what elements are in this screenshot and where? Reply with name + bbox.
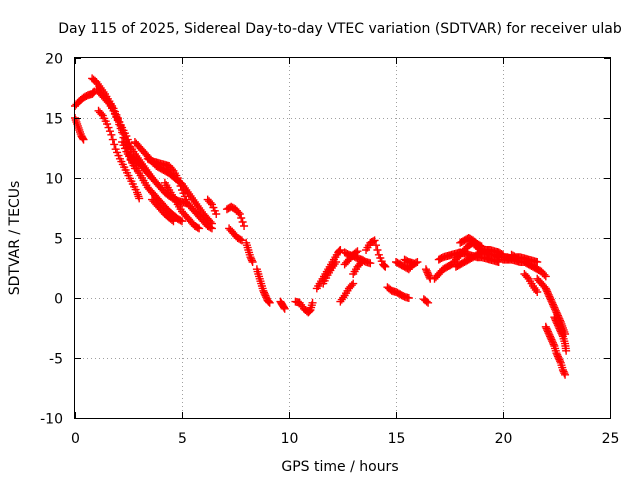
data-point [236, 235, 245, 244]
data-point [237, 236, 246, 245]
data-point [422, 297, 431, 306]
data-point [88, 89, 97, 98]
data-point [366, 259, 375, 268]
data-point [135, 194, 144, 203]
y-tick-label: 10 [45, 172, 63, 188]
data-point [558, 330, 567, 339]
data-point [494, 258, 503, 266]
data-point [97, 110, 106, 118]
y-axis-label: SDTVAR / TECUs [7, 181, 23, 296]
data-point [497, 250, 506, 258]
plot-frame [74, 57, 611, 419]
y-tick-label: -5 [49, 352, 63, 368]
data-point [123, 135, 132, 144]
data-point [404, 294, 413, 302]
x-axis-label: GPS time / hours [281, 459, 398, 475]
data-point [373, 246, 382, 254]
data-point [207, 224, 216, 233]
data-point [541, 272, 550, 281]
data-point [280, 303, 289, 312]
data-point [234, 208, 243, 217]
data-point [308, 298, 317, 307]
data-point [379, 261, 388, 270]
data-point [356, 259, 365, 268]
x-tick-label: 25 [602, 431, 620, 447]
x-tick-label: 5 [178, 431, 187, 447]
data-points [71, 74, 571, 379]
data-point [103, 120, 112, 128]
data-point [264, 297, 273, 306]
chart-title: Day 115 of 2025, Sidereal Day-to-day VTE… [58, 21, 622, 37]
data-point [237, 214, 246, 222]
data-point [206, 223, 215, 232]
data-point [334, 247, 343, 256]
data-point [238, 218, 247, 226]
data-point [178, 217, 186, 226]
data-point [280, 304, 289, 313]
data-point [413, 258, 422, 266]
data-point [175, 178, 184, 186]
y-tick-label: 0 [54, 292, 63, 308]
data-point [424, 298, 433, 307]
x-tick-label: 20 [495, 431, 513, 447]
data-point [107, 130, 116, 139]
data-point [372, 241, 381, 250]
data-point [195, 224, 204, 233]
x-tick-label: 15 [388, 431, 406, 447]
axis-ticks: 0 5 10 15 20 25 -10 -5 0 5 10 15 20 [40, 52, 619, 448]
data-point [540, 270, 549, 279]
data-point [248, 258, 257, 266]
y-tick-label: -10 [40, 412, 63, 428]
data-point [409, 259, 418, 268]
data-point [193, 223, 202, 232]
data-point [476, 241, 485, 250]
data-point [381, 262, 390, 271]
data-point [78, 134, 87, 143]
data-point [169, 217, 178, 226]
data-point [560, 369, 569, 378]
data-point [335, 246, 344, 255]
data-point [105, 127, 114, 136]
data-point [562, 346, 571, 355]
data-point [533, 288, 542, 296]
data-point [168, 216, 177, 224]
data-point [549, 340, 558, 349]
data-point [122, 132, 131, 140]
data-point [265, 298, 274, 307]
data-point [176, 182, 185, 190]
data-point [79, 135, 88, 144]
data-point [104, 123, 113, 132]
data-point [370, 236, 379, 245]
data-point [353, 247, 362, 256]
data-point [533, 258, 542, 266]
data-point [477, 242, 486, 251]
data-point [125, 139, 134, 148]
data-point [357, 258, 366, 266]
data-point [380, 262, 389, 270]
data-point [240, 222, 249, 230]
y-tick-label: 15 [45, 112, 63, 128]
data-point [349, 279, 358, 288]
data-point [332, 258, 341, 266]
data-point [173, 174, 182, 182]
data-point [247, 256, 256, 265]
data-point [108, 135, 117, 144]
data-point [206, 198, 215, 207]
x-tick-label: 10 [281, 431, 299, 447]
data-point [347, 281, 356, 290]
data-point [265, 298, 274, 306]
data-point [176, 216, 185, 225]
data-point [556, 357, 565, 366]
data-point [352, 248, 361, 257]
data-point [212, 210, 221, 218]
data-point [561, 370, 570, 379]
data-point [110, 140, 119, 149]
data-point [336, 246, 345, 254]
y-tick-label: 5 [54, 232, 63, 248]
x-tick-label: 0 [71, 431, 80, 447]
data-point [235, 210, 244, 218]
grid-lines [75, 58, 610, 418]
y-tick-label: 20 [45, 52, 63, 68]
